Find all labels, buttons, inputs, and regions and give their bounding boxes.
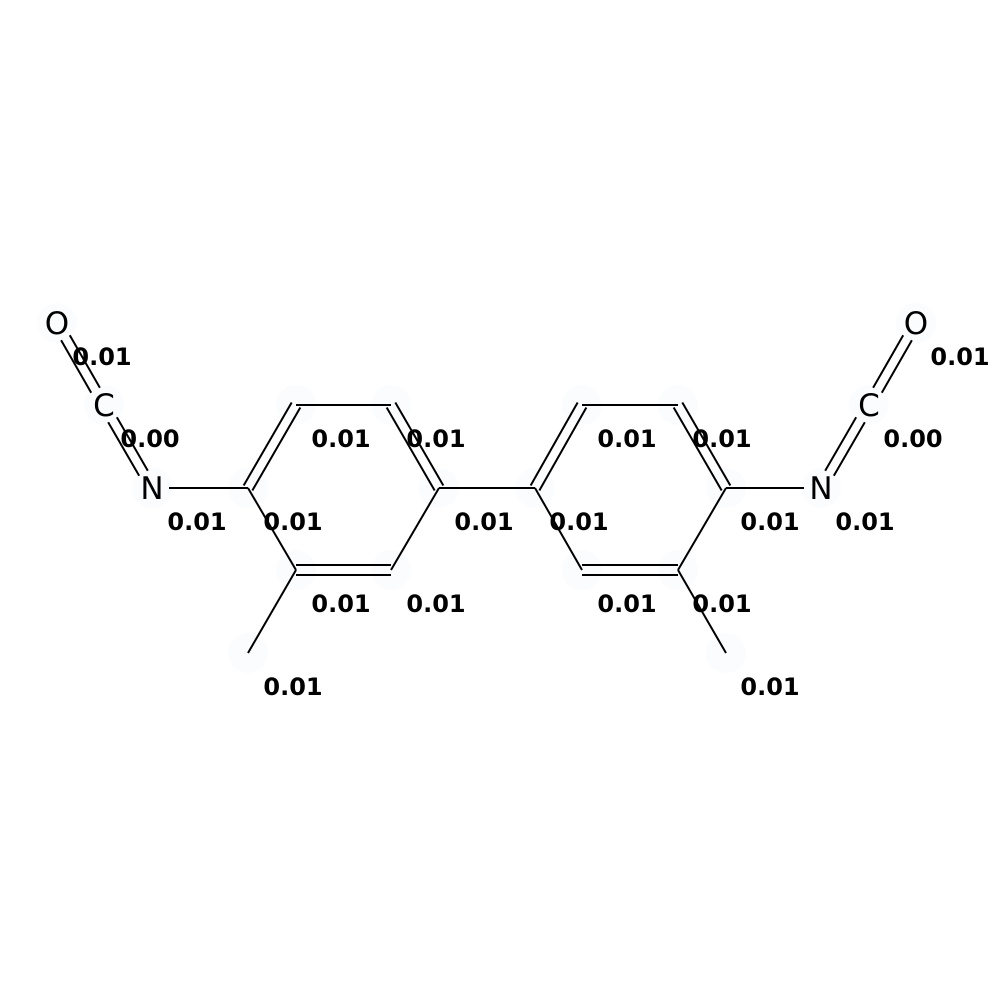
atom-symbol-o: O xyxy=(45,306,69,342)
partial-charge-label: 0.00 xyxy=(883,425,942,453)
double-bond-line xyxy=(68,334,101,389)
bond-layer xyxy=(60,334,913,654)
double-bond-line xyxy=(385,407,436,492)
partial-charge-label: 0.01 xyxy=(597,590,656,618)
atom-symbol-n: N xyxy=(809,471,832,507)
partial-charge-label: 0.01 xyxy=(692,590,751,618)
double-bond-line xyxy=(872,334,905,389)
partial-charge-label: 0.01 xyxy=(311,425,370,453)
atom-label-layer: O C N N C O xyxy=(45,306,928,507)
atom-symbol-n: N xyxy=(140,471,163,507)
partial-charge-label: 0.01 xyxy=(167,508,226,536)
partial-charge-label: 0.01 xyxy=(930,343,989,371)
double-bond-line xyxy=(107,421,141,477)
partial-charge-label: 0.01 xyxy=(72,343,131,371)
double-bond-line xyxy=(832,421,866,477)
partial-charge-label: 0.01 xyxy=(406,425,465,453)
double-bond-line xyxy=(529,402,579,487)
atom-highlight xyxy=(849,385,889,425)
partial-charge-label: 0.01 xyxy=(311,590,370,618)
single-bond xyxy=(247,569,297,654)
single-bond xyxy=(247,487,297,571)
partial-charge-label: 0.01 xyxy=(835,508,894,536)
partial-charge-label: 0.01 xyxy=(549,508,608,536)
partial-charge-label: 0.01 xyxy=(692,425,751,453)
double-bond-line xyxy=(672,407,723,492)
atom-highlight xyxy=(896,303,936,343)
double-bond-line xyxy=(394,401,445,486)
single-bond xyxy=(534,487,583,571)
atom-symbol-c: C xyxy=(858,388,880,424)
partial-charge-label: 0.01 xyxy=(740,508,799,536)
double-bond-line xyxy=(251,407,302,492)
double-bond-line xyxy=(60,339,93,394)
atom-highlight xyxy=(84,385,124,425)
partial-charge-label: 0.01 xyxy=(263,673,322,701)
atom-symbol-c: C xyxy=(93,388,115,424)
partial-charge-label: 0.01 xyxy=(597,425,656,453)
atom-highlight xyxy=(37,303,77,343)
double-bond-line xyxy=(681,401,732,486)
single-bond xyxy=(390,487,440,571)
atom-symbol-o: O xyxy=(904,306,928,342)
partial-charge-label: 0.01 xyxy=(406,590,465,618)
double-bond-line xyxy=(115,416,149,472)
double-bond-line xyxy=(824,416,858,472)
atom-highlight xyxy=(132,468,172,508)
single-bond xyxy=(677,487,727,571)
partial-charge-label: 0.01 xyxy=(263,508,322,536)
double-bond-line xyxy=(242,401,293,486)
partial-charge-label: 0.01 xyxy=(454,508,513,536)
partial-charge-label: 0.01 xyxy=(740,673,799,701)
double-bond-line xyxy=(880,339,913,394)
partial-charge-label: 0.00 xyxy=(120,425,179,453)
double-bond-line xyxy=(538,406,588,491)
single-bond xyxy=(677,569,727,654)
charge-label-layer: 0.01 0.00 0.01 0.01 0.01 0.01 0.01 0.01 0.01 0.01… xyxy=(72,343,989,701)
atom-highlight xyxy=(801,468,841,508)
